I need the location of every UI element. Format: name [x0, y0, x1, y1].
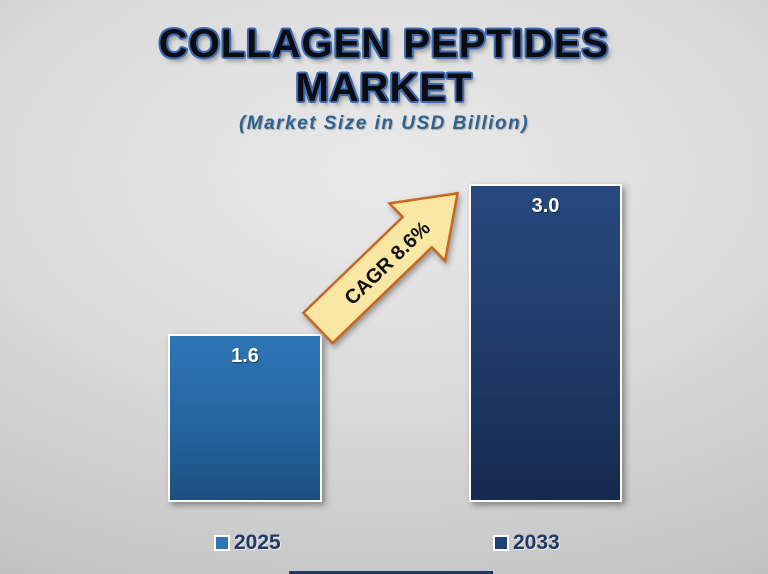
bar-2033: 3.0 [469, 184, 622, 502]
footer-strip [289, 571, 493, 574]
legend-marker-2025-icon [216, 537, 228, 549]
legend-label-2025: 2025 [234, 531, 281, 554]
legend-item-2025: 2025 [216, 531, 281, 555]
bar-value-label-2033: 3.0 [531, 195, 560, 217]
bar-value-label-2025: 1.6 [231, 345, 259, 367]
chart-title-line2: MARKET [295, 66, 473, 110]
legend-item-2033: 2033 [495, 531, 560, 555]
up-right-arrow-icon [301, 191, 460, 345]
cagr-arrow: CAGR 8.6% [301, 191, 460, 345]
bar-2025: 1.6 [168, 334, 322, 502]
chart-subtitle: (Market Size in USD Billion) [238, 113, 530, 134]
legend-label-2033: 2033 [513, 531, 560, 554]
chart-title-line1: COLLAGEN PEPTIDES [158, 22, 610, 66]
chart-title: COLLAGEN PEPTIDES MARKET [0, 22, 768, 110]
legend-marker-2033-icon [495, 537, 507, 549]
